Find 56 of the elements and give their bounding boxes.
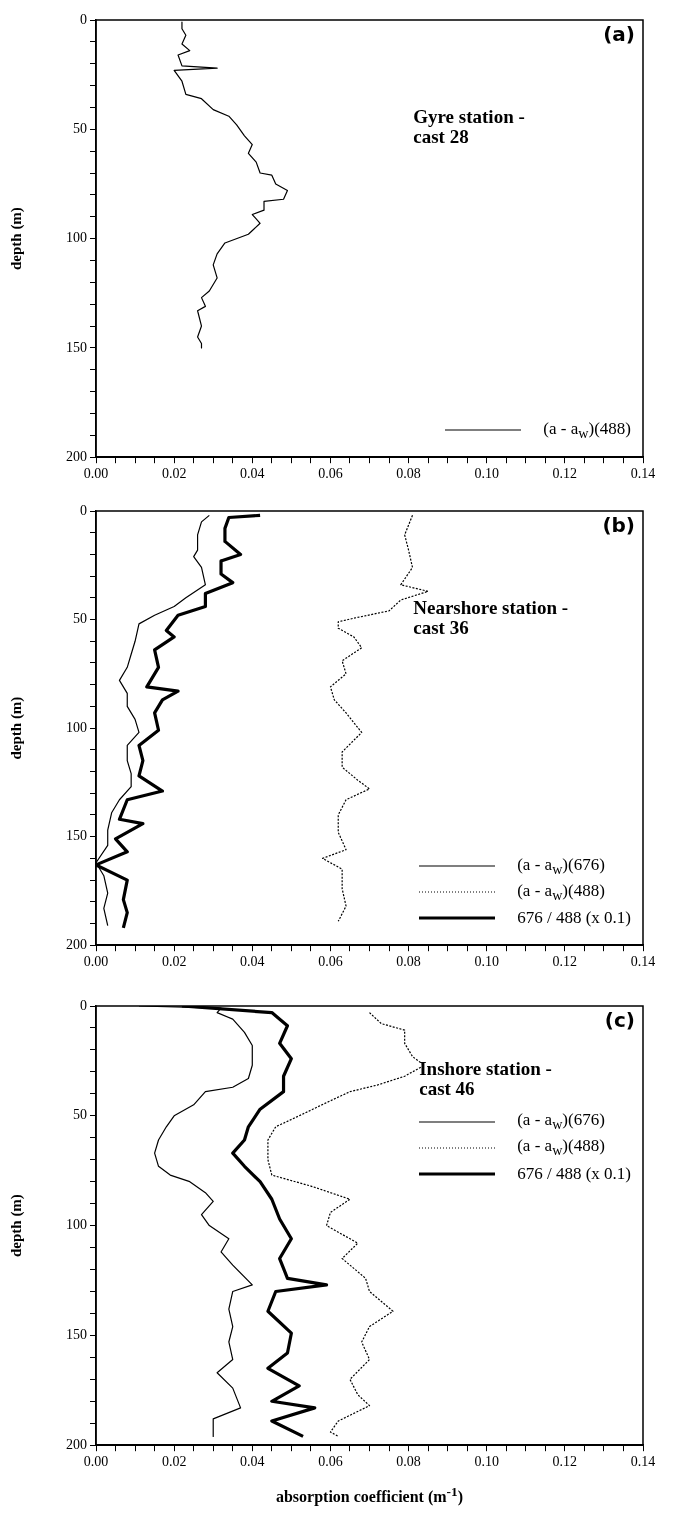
x-tick-label: 0.10	[474, 466, 499, 482]
y-tick-label: 50	[73, 1107, 87, 1123]
y-tick-label: 0	[80, 997, 87, 1013]
text: Gyre station - cast 28	[413, 106, 525, 148]
legend-label: (a - a$_{w}$)(676)	[517, 854, 605, 878]
x-tick-label: 0.08	[396, 466, 421, 482]
x-tick-label: 0.06	[318, 466, 343, 482]
x-tick-label: 0.04	[240, 1454, 265, 1470]
x-tick-label: 0.00	[83, 466, 109, 482]
x-tick-label: 0.00	[83, 1454, 109, 1470]
y-tick-label: 100	[66, 230, 87, 246]
y-tick-label: 100	[66, 1217, 87, 1233]
y-tick-label: 200	[66, 448, 87, 464]
y-tick-label: 50	[73, 611, 87, 627]
legend-label: 676 / 488 (x 0.1)	[517, 1163, 631, 1184]
y-tick-label: 0	[80, 502, 87, 518]
x-tick-label: 0.02	[161, 1454, 187, 1470]
y-axis-title: depth (m)	[7, 207, 25, 271]
chart-title: (a)	[603, 22, 635, 46]
y-tick-label: 200	[66, 936, 87, 952]
y-axis-title: depth (m)	[7, 1194, 25, 1258]
x-tick-label: 0.12	[552, 1454, 578, 1470]
x-tick-label: 0.02	[161, 954, 187, 970]
x-tick-label: 0.14	[630, 954, 656, 970]
legend-label: 676 / 488 (x 0.1)	[517, 908, 631, 929]
x-tick-label: 0.14	[630, 466, 656, 482]
legend-label: (a - a$_{w}$)(488)	[517, 1135, 605, 1160]
y-axis-title: depth (m)	[7, 696, 25, 760]
y-tick-label: 0	[80, 11, 87, 27]
text: Inshore station - cast 46	[419, 1057, 553, 1099]
x-tick-label: 0.06	[318, 954, 343, 970]
y-tick-label: 150	[66, 1327, 87, 1343]
x-tick-label: 0.08	[396, 1454, 421, 1470]
y-tick-label: 150	[66, 828, 87, 844]
legend-label: (a - a$_{w}$)(676)	[517, 1109, 605, 1134]
x-tick-label: 0.12	[552, 466, 578, 482]
x-tick-label: 0.08	[396, 954, 421, 970]
x-tick-label: 0.10	[474, 1454, 499, 1470]
x-axis-title: absorption coefficient (m$^{-1}$)	[274, 1484, 465, 1507]
chart-title: (c)	[604, 1008, 635, 1032]
x-tick-label: 0.04	[240, 466, 265, 482]
x-tick-label: 0.10	[474, 954, 499, 970]
x-tick-label: 0.04	[240, 954, 265, 970]
x-tick-label: 0.14	[630, 1454, 656, 1470]
x-tick-label: 0.06	[318, 1454, 343, 1470]
chart-title: (b)	[602, 513, 635, 537]
x-tick-label: 0.02	[161, 466, 187, 482]
x-tick-label: 0.00	[83, 954, 109, 970]
y-tick-label: 100	[66, 719, 87, 735]
text: Nearshore station - cast 36	[413, 596, 569, 638]
legend-label: (a - a$_{w}$)(488)	[543, 418, 631, 442]
legend-label: (a - a$_{w}$)(488)	[517, 880, 605, 904]
y-tick-label: 200	[66, 1436, 87, 1452]
y-tick-label: 150	[66, 339, 87, 355]
x-tick-label: 0.12	[552, 954, 578, 970]
y-tick-label: 50	[73, 120, 87, 136]
